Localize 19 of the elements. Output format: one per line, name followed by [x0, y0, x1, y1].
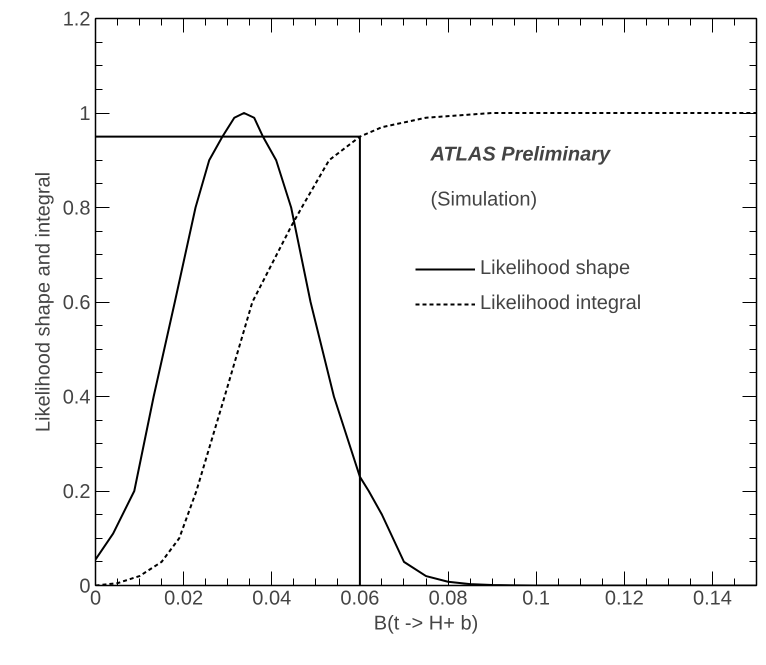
x-tick-label: 0.08 — [428, 588, 468, 610]
legend-label: Likelihood integral — [480, 292, 642, 315]
annotation: (Simulation) — [430, 188, 538, 210]
x-tick-label: 0.02 — [164, 588, 204, 610]
x-tick-label: 0.14 — [692, 588, 732, 610]
y-tick-label: 1 — [79, 103, 90, 125]
y-tick-label: 0.4 — [62, 386, 91, 408]
y-tick-label: 0.8 — [62, 198, 91, 220]
y-axis-title: Likelihood shape and integral — [32, 172, 55, 432]
y-tick-label: 0.6 — [62, 292, 91, 314]
legend-label: Likelihood shape — [480, 257, 630, 280]
x-axis-title: B(t -> H+ b) — [374, 612, 478, 634]
x-tick-label: 0.06 — [340, 588, 380, 610]
x-tick-label: 0.04 — [252, 588, 292, 610]
annotation: ATLAS Preliminary — [430, 144, 612, 166]
x-tick-label: 0.12 — [604, 588, 644, 610]
y-tick-label: 0.2 — [62, 481, 91, 503]
x-tick-label: 0.1 — [522, 588, 550, 610]
y-tick-label: 1.2 — [62, 8, 91, 30]
